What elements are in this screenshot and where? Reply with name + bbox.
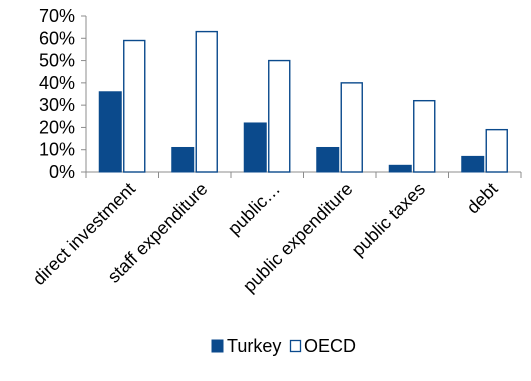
legend-swatch-oecd (289, 339, 302, 353)
bar-oecd (340, 82, 363, 173)
legend-label-oecd: OECD (304, 336, 356, 356)
bar-turkey (243, 122, 267, 173)
bar-oecd (485, 128, 508, 173)
y-tick-label: 60% (39, 28, 75, 48)
y-tick-label: 0% (49, 162, 75, 182)
y-tick-label: 70% (39, 6, 75, 26)
y-tick-label: 30% (39, 95, 75, 115)
bar-oecd (413, 99, 436, 173)
bar-oecd (123, 39, 146, 173)
bar-turkey (171, 146, 195, 173)
legend-label-turkey: Turkey (227, 336, 281, 356)
bar-oecd (195, 30, 218, 173)
y-tick-label: 20% (39, 117, 75, 137)
x-category-label: public… (224, 179, 284, 239)
bar-turkey (461, 155, 485, 173)
legend-swatch-turkey (211, 339, 224, 353)
x-category-label: public taxes (348, 179, 429, 260)
bar-oecd (268, 59, 291, 173)
x-category-label: debt (463, 179, 502, 218)
y-tick-label: 10% (39, 140, 75, 160)
bar-turkey (316, 146, 340, 173)
y-tick-label: 50% (39, 51, 75, 71)
y-tick-label: 40% (39, 73, 75, 93)
bar-turkey (98, 91, 122, 173)
bar-turkey (388, 164, 412, 173)
